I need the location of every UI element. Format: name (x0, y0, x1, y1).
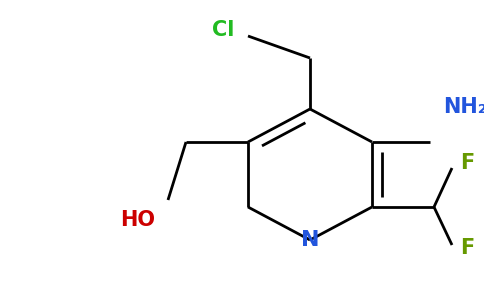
Text: F: F (460, 238, 474, 258)
Text: NH₂: NH₂ (443, 97, 484, 117)
Text: N: N (301, 230, 319, 250)
Text: F: F (460, 153, 474, 173)
Text: HO: HO (120, 210, 155, 230)
Text: Cl: Cl (212, 20, 234, 40)
